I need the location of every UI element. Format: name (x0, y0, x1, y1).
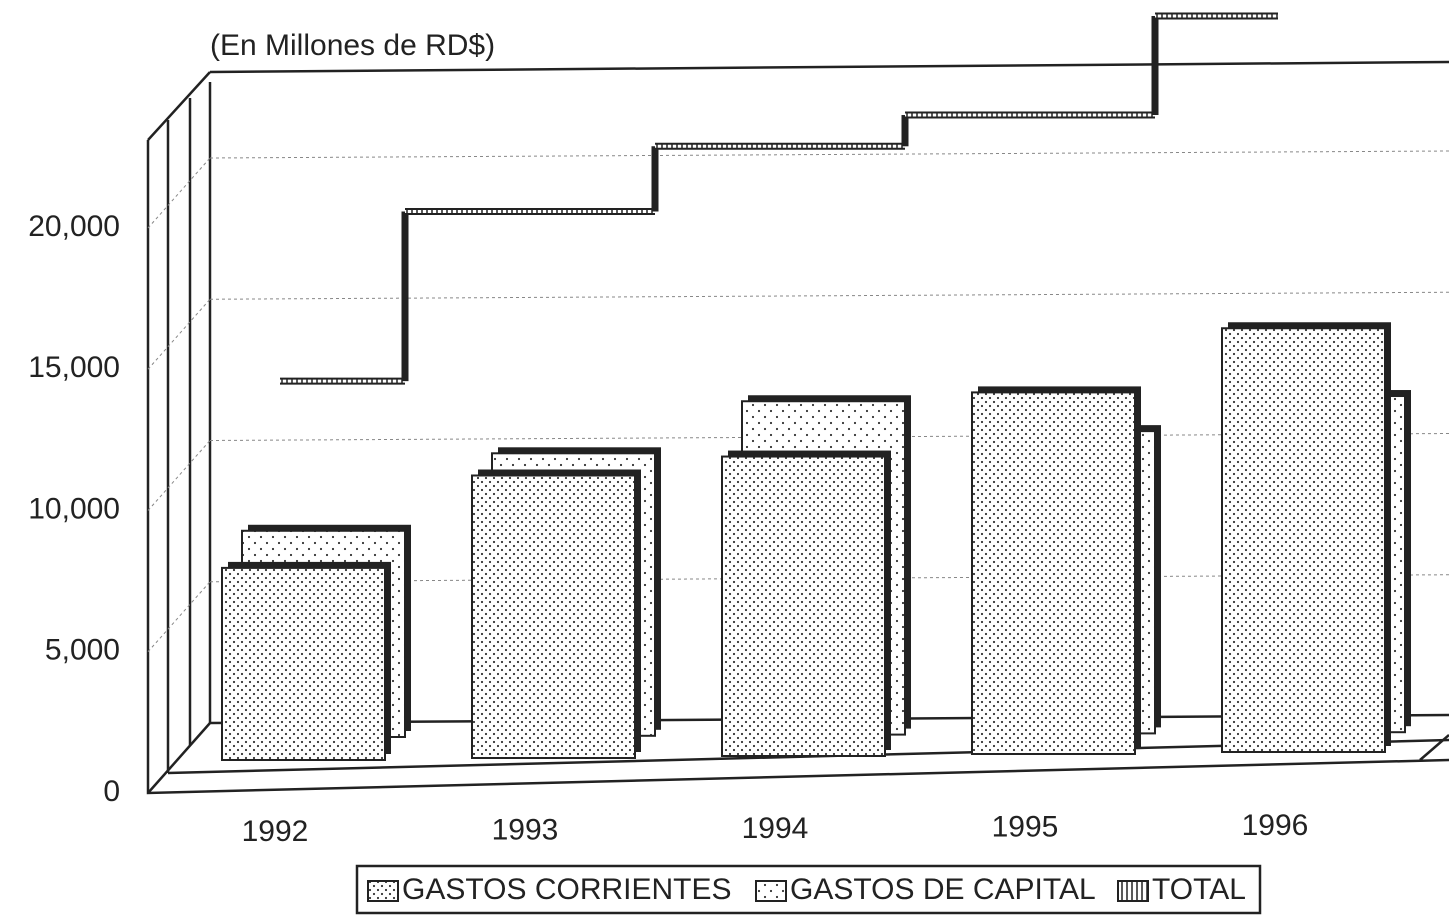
y-axis-title: (En Millones de RD$) (210, 29, 495, 62)
x-tick-label: 1992 (242, 815, 309, 848)
y-tick-label: 20,000 (28, 210, 120, 243)
x-tick-label: 1993 (492, 813, 559, 846)
grid-line (147, 157, 211, 229)
bar (1221, 327, 1386, 753)
legend-swatch (755, 880, 787, 902)
grid-line (209, 291, 1449, 300)
bar (971, 391, 1136, 755)
legend-label: GASTOS DE CAPITAL (790, 873, 1096, 906)
legend-label: TOTAL (1152, 873, 1246, 906)
legend-swatch (367, 880, 399, 902)
legend-box (355, 864, 1262, 915)
bar (721, 455, 886, 757)
grid-line (209, 150, 1449, 159)
legend-swatch (1117, 880, 1149, 902)
y-tick-label: 0 (103, 775, 120, 808)
bar (471, 474, 636, 759)
y-tick-label: 15,000 (28, 351, 120, 384)
grid-line (147, 440, 211, 511)
x-tick-label: 1996 (1242, 809, 1309, 842)
bar (221, 566, 386, 762)
x-tick-label: 1995 (992, 810, 1059, 843)
y-tick-label: 10,000 (28, 492, 120, 525)
y-tick-label: 5,000 (45, 634, 120, 667)
grid-line (147, 581, 211, 653)
x-tick-label: 1994 (742, 812, 809, 845)
grid-line (147, 298, 211, 370)
legend-label: GASTOS CORRIENTES (402, 873, 732, 906)
